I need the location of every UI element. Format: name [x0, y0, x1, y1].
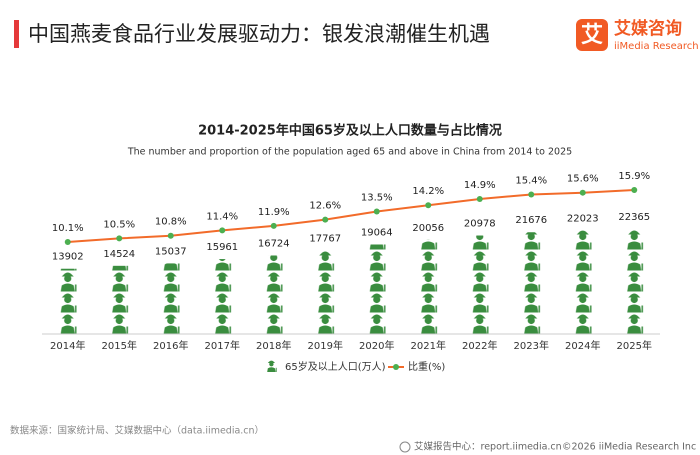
- line-point: [476, 195, 483, 202]
- logo-mark: 艾: [581, 23, 603, 48]
- bar-label: 15961: [206, 242, 238, 253]
- line-label: 11.9%: [258, 207, 290, 218]
- legend-icon: [267, 360, 277, 372]
- line-label: 14.2%: [412, 186, 444, 197]
- bar-label: 20056: [412, 223, 444, 234]
- page-title: 中国燕麦食品行业发展驱动力：银发浪潮催生机遇: [28, 22, 490, 46]
- bar: [161, 263, 182, 334]
- source: 数据来源：国家统计局、艾媒数据中心（data.iimedia.cn）: [10, 425, 264, 437]
- legend-marker: [393, 364, 399, 370]
- bar: [264, 255, 285, 334]
- x-tick-label: 2020年: [359, 339, 394, 352]
- icon-hat: [267, 360, 275, 363]
- bar: [367, 244, 388, 334]
- x-tick-label: 2022年: [462, 339, 497, 352]
- line-point: [64, 239, 71, 245]
- line-label: 14.9%: [464, 180, 496, 191]
- x-tick-label: 2019年: [308, 339, 343, 352]
- chart-subtitle: The number and proportion of the populat…: [127, 147, 572, 158]
- bar-label: 22365: [618, 212, 650, 223]
- legend-label: 65岁及以上人口(万人): [285, 360, 386, 373]
- report-center: 艾媒报告中心：report.iimedia.cn: [414, 441, 562, 453]
- bar-label: 19064: [361, 227, 393, 238]
- line: [67, 189, 635, 243]
- logo-mark-bg: [576, 19, 608, 51]
- line-point: [528, 191, 535, 198]
- icon-head: [269, 362, 274, 367]
- bar: [213, 259, 234, 334]
- line-point: [373, 208, 380, 215]
- line-label: 10.5%: [103, 219, 135, 230]
- x-tick-label: 2016年: [153, 339, 188, 352]
- chart-title: 2014-2025年中国65岁及以上人口数量与占比情况: [198, 123, 502, 139]
- x-tick-label: 2018年: [256, 339, 291, 352]
- logo-name: 艾媒咨询: [614, 18, 682, 39]
- bar: [316, 250, 337, 334]
- line-label: 15.9%: [618, 171, 650, 182]
- line-point: [425, 202, 432, 209]
- bar: [522, 232, 543, 334]
- bar-label: 20978: [464, 219, 496, 230]
- bar-label: 21676: [515, 215, 547, 226]
- bar: [573, 230, 594, 334]
- line-label: 12.6%: [309, 201, 341, 212]
- bar-label: 16724: [258, 238, 290, 249]
- x-tick-label: 2017年: [205, 339, 240, 352]
- legend-label: 比重(%): [408, 360, 445, 373]
- bar-label: 22023: [567, 214, 599, 225]
- bar-label: 14524: [103, 249, 135, 260]
- bar-label: 15037: [155, 246, 187, 257]
- x-tick-label: 2024年: [565, 339, 600, 352]
- x-tick-label: 2021年: [411, 339, 446, 352]
- bar: [110, 265, 131, 334]
- bar-label: 13902: [52, 252, 84, 263]
- x-tick-label: 2014年: [50, 339, 85, 352]
- line-label: 10.1%: [52, 223, 84, 234]
- title-accent: [14, 20, 19, 48]
- line-point: [322, 216, 329, 223]
- icon-body: [267, 367, 276, 372]
- line-label: 15.4%: [515, 175, 547, 186]
- line-label: 11.4%: [206, 211, 238, 222]
- line-point: [167, 232, 174, 239]
- bar-label: 17767: [309, 234, 341, 245]
- bar: [419, 239, 440, 334]
- x-tick-label: 2025年: [617, 339, 652, 352]
- copyright: ©2026 iiMedia Research Inc: [562, 442, 696, 453]
- line-point: [579, 189, 586, 196]
- logo-sub: iiMedia Research: [614, 41, 699, 52]
- line-point: [219, 227, 226, 234]
- line-label: 13.5%: [361, 193, 393, 204]
- line-point: [116, 235, 123, 242]
- bar: [58, 268, 79, 334]
- bar: [625, 229, 646, 334]
- line-point: [270, 222, 277, 229]
- report-icon: [399, 441, 411, 453]
- line-point: [631, 187, 638, 193]
- x-tick-label: 2015年: [102, 339, 137, 352]
- bar: [470, 235, 491, 334]
- line-label: 10.8%: [155, 217, 187, 228]
- line-label: 15.6%: [567, 174, 599, 185]
- x-tick-label: 2023年: [514, 339, 549, 352]
